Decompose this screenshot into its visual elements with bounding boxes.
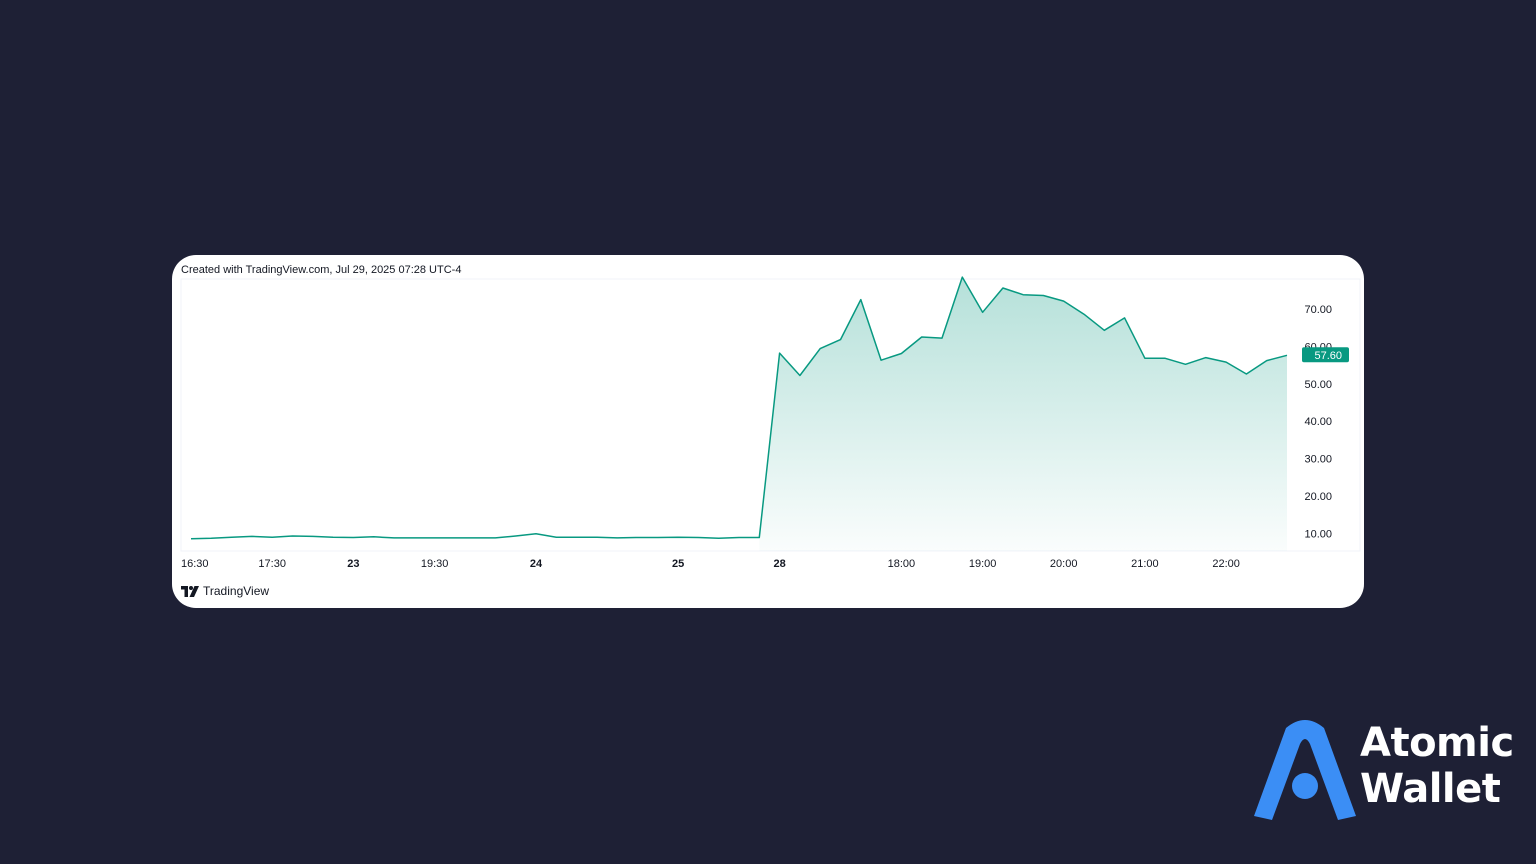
price-line [190, 276, 1288, 540]
tradingview-brand: TradingView [181, 584, 269, 598]
x-tick-label: 18:00 [888, 558, 916, 570]
x-tick-label: 16:30 [181, 558, 209, 570]
x-tick-label: 25 [672, 558, 684, 570]
tradingview-logo-icon [181, 585, 199, 597]
tradingview-brand-text: TradingView [203, 584, 270, 598]
y-tick-label: 10.00 [1304, 528, 1332, 540]
area-fill [759, 277, 1287, 551]
x-tick-label: 28 [773, 558, 785, 570]
x-tick-label: 24 [530, 558, 543, 570]
atomic-wallet-wordmark: Atomic Wallet [1360, 720, 1514, 812]
y-tick-label: 30.00 [1304, 454, 1332, 466]
x-tick-label: 22:00 [1212, 558, 1240, 570]
chart-card: Created with TradingView.com, Jul 29, 20… [172, 255, 1364, 608]
x-tick-label: 20:00 [1050, 558, 1078, 570]
x-tick-label: 17:30 [258, 558, 286, 570]
x-tick-label: 19:00 [969, 558, 997, 570]
last-price-badge [1302, 347, 1349, 363]
x-tick-label: 21:00 [1131, 558, 1159, 570]
atomic-wallet-logo: Atomic Wallet [1252, 718, 1514, 822]
x-tick-label: 23 [347, 558, 359, 570]
series-group [190, 276, 1288, 551]
logo-line-1: Atomic [1360, 720, 1514, 766]
y-tick-label: 70.00 [1304, 304, 1332, 316]
x-axis: 16:30 17:30 23 19:30 24 25 28 18:00 19:00 20:00 21… [181, 558, 1240, 570]
x-tick-label: 19:30 [421, 558, 449, 570]
last-price-label: 57.60 [1302, 347, 1349, 363]
atomic-wallet-mark-icon [1254, 720, 1356, 820]
y-tick-label: 40.00 [1304, 416, 1332, 428]
created-with-caption: Created with TradingView.com, Jul 29, 20… [181, 264, 462, 276]
logo-line-2: Wallet [1360, 766, 1501, 812]
last-price-value: 57.60 [1314, 350, 1342, 362]
y-tick-label: 20.00 [1304, 491, 1332, 503]
y-tick-label: 50.00 [1304, 379, 1332, 391]
